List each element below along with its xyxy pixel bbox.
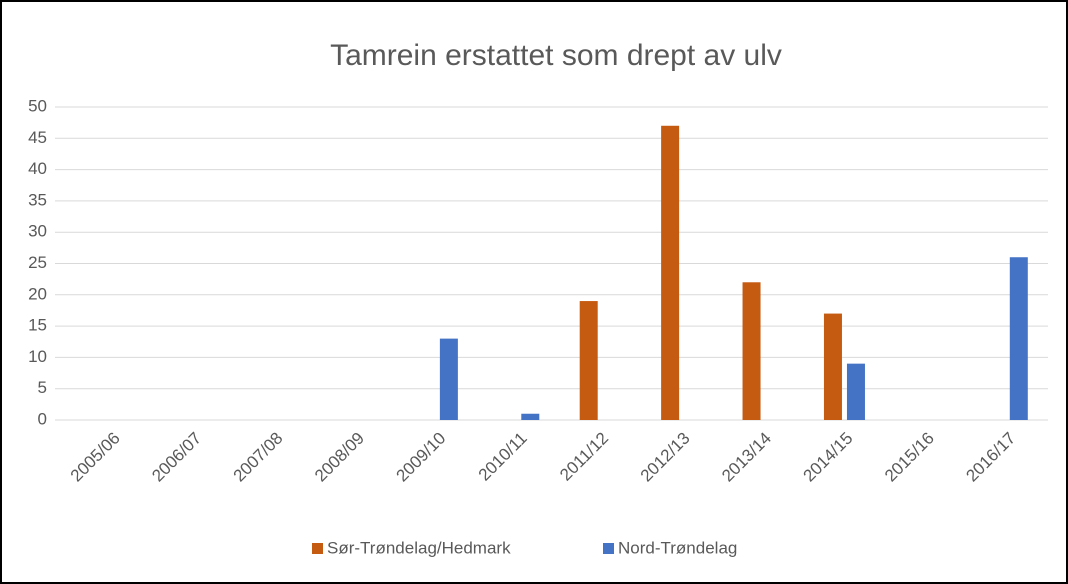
legend-label: Sør-Trøndelag/Hedmark [327,538,511,557]
y-tick-label: 30 [28,222,47,241]
y-tick-label: 0 [38,409,47,428]
bar [823,313,842,420]
bar [1009,257,1028,420]
chart-title: Tamrein erstattet som drept av ulv [330,39,782,72]
bar [579,301,598,420]
y-tick-label: 45 [28,128,47,147]
bar [742,282,761,420]
bar [846,363,865,420]
y-tick-label: 5 [38,378,47,397]
y-tick-label: 40 [28,159,47,178]
y-tick-label: 35 [28,190,47,209]
legend-swatch [603,543,614,554]
legend-label: Nord-Trøndelag [618,538,737,557]
bar [661,125,680,420]
bar [439,338,458,420]
y-tick-label: 25 [28,253,47,272]
y-tick-label: 10 [28,347,47,366]
bar [521,413,540,420]
y-tick-label: 20 [28,284,47,303]
y-tick-label: 50 [28,96,47,115]
y-tick-label: 15 [28,316,47,335]
legend-swatch [312,543,323,554]
